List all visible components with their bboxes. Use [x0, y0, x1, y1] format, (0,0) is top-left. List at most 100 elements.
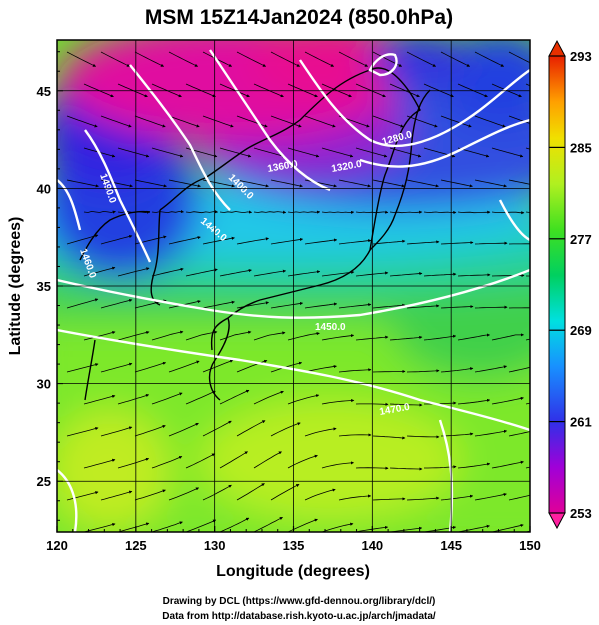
streamline — [508, 366, 530, 373]
y-tick-label: 35 — [37, 279, 51, 294]
streamline — [474, 492, 507, 501]
streamline — [389, 335, 423, 341]
streamline — [185, 453, 216, 469]
x-tick-label: 150 — [519, 538, 541, 553]
streamline — [338, 239, 372, 245]
streamline — [185, 210, 219, 214]
colorbar-tick-label: 285 — [570, 140, 592, 155]
y-tick-label: 25 — [37, 474, 51, 489]
streamline — [202, 420, 232, 437]
streamline — [100, 426, 133, 437]
streamline — [474, 365, 508, 373]
wind-streamlines — [66, 51, 530, 532]
colorbar: 253 261 269 277 285 293 — [548, 39, 592, 530]
streamline — [440, 304, 474, 309]
streamline — [355, 210, 389, 214]
contour-label: 1450.0 — [315, 322, 346, 333]
streamline — [134, 179, 167, 188]
streamline — [66, 298, 99, 309]
streamline — [236, 420, 266, 437]
streamline — [83, 266, 116, 277]
streamline — [253, 210, 287, 214]
streamline — [202, 359, 234, 373]
streamline — [440, 179, 473, 188]
streamline — [236, 51, 267, 67]
streamline — [338, 179, 371, 188]
colorbar-ticks: 253 261 269 277 285 293 — [549, 49, 592, 521]
streamline — [100, 298, 133, 309]
streamline — [508, 494, 530, 501]
x-axis-label: Longitude (degrees) — [216, 563, 370, 580]
streamline — [287, 394, 320, 405]
streamline — [219, 210, 253, 214]
colorbar-tick-label: 293 — [570, 49, 592, 64]
streamline — [372, 303, 406, 309]
streamline — [406, 51, 437, 67]
streamline — [100, 362, 133, 373]
streamline — [253, 517, 283, 532]
streamline — [253, 390, 284, 405]
colorbar-tick-label: 253 — [570, 506, 592, 521]
x-tick-label: 135 — [283, 538, 305, 553]
colorbar-min-arrow — [548, 512, 566, 530]
streamline — [440, 51, 471, 67]
streamline — [202, 115, 234, 128]
streamline — [457, 210, 491, 214]
streamline — [168, 51, 199, 67]
streamline — [270, 179, 303, 188]
streamline — [236, 301, 270, 309]
streamline — [219, 330, 252, 341]
streamline — [491, 523, 524, 532]
streamline — [491, 460, 524, 469]
streamline — [372, 369, 406, 374]
streamline — [406, 496, 440, 501]
streamline — [321, 210, 355, 215]
streamline — [253, 331, 286, 341]
streamline — [270, 301, 304, 309]
streamline — [66, 363, 99, 373]
streamline — [474, 305, 508, 309]
y-tick-label: 45 — [37, 84, 51, 99]
streamline — [219, 451, 248, 469]
streamline — [236, 237, 270, 245]
streamline — [338, 494, 372, 501]
streamline — [168, 422, 199, 437]
streamline — [440, 432, 474, 437]
y-tick-label: 30 — [37, 377, 51, 392]
streamline — [321, 522, 354, 532]
x-tick-label: 130 — [204, 538, 226, 553]
streamline — [508, 179, 530, 185]
streamline — [66, 427, 99, 437]
streamline — [100, 115, 132, 128]
streamline — [321, 398, 355, 405]
streamline — [270, 484, 300, 501]
streamline — [457, 462, 491, 469]
plot-area: 1490.0 1460.0 1400.0 1440.0 1360.0 1320.… — [57, 40, 530, 532]
streamline — [219, 389, 250, 405]
streamline — [270, 237, 304, 245]
streamline — [202, 484, 232, 501]
streamline — [236, 179, 269, 188]
streamline — [304, 238, 338, 245]
streamline — [389, 272, 423, 277]
streamline — [168, 360, 200, 373]
streamline — [151, 267, 184, 277]
streamline — [168, 236, 201, 245]
streamline — [491, 396, 524, 405]
streamline — [389, 403, 423, 407]
streamline — [236, 115, 268, 128]
streamline — [491, 147, 524, 158]
streamline — [151, 147, 184, 158]
streamline — [236, 359, 268, 373]
streamline — [423, 272, 457, 277]
streamline — [66, 491, 99, 501]
streamline — [406, 179, 439, 188]
x-tick-label: 145 — [440, 538, 462, 553]
credit-drawing: Drawing by DCL (https://www.gfd-dennou.o… — [163, 596, 436, 607]
streamline — [219, 517, 250, 532]
streamline — [304, 427, 337, 437]
colorbar-max-arrow — [548, 39, 566, 57]
streamline — [83, 458, 116, 469]
streamline — [134, 361, 167, 373]
